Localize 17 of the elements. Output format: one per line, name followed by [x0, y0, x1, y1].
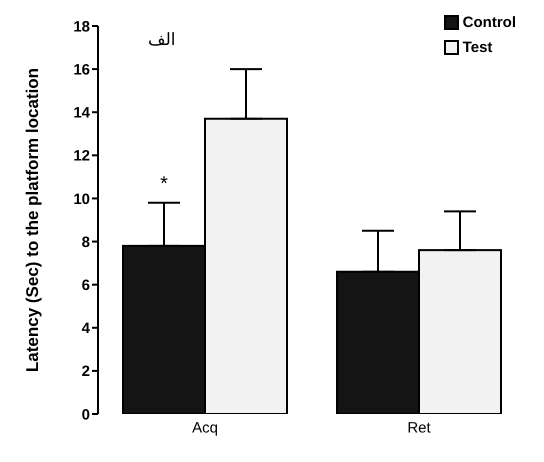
- legend-label: Control: [462, 14, 516, 31]
- y-tick-label: 12: [73, 148, 90, 165]
- y-tick-label: 0: [82, 406, 90, 424]
- y-axis-title: Latency (Sec) to the platform location: [23, 68, 42, 372]
- y-tick-label: 10: [73, 190, 90, 208]
- y-tick-label: 8: [82, 234, 90, 251]
- x-tick-label: Ret: [407, 420, 432, 437]
- x-tick-label: Acq: [192, 420, 218, 437]
- y-tick-label: 6: [82, 276, 90, 294]
- annotation: *: [160, 172, 168, 195]
- y-tick-label: 4: [82, 320, 91, 338]
- legend-label: Test: [462, 39, 494, 56]
- annotation: الف: [148, 30, 176, 50]
- y-tick-label: 2: [82, 363, 90, 380]
- y-tick-label: 14: [73, 104, 91, 122]
- y-tick-label: 16: [73, 61, 90, 78]
- y-tick-label: 18: [73, 18, 90, 36]
